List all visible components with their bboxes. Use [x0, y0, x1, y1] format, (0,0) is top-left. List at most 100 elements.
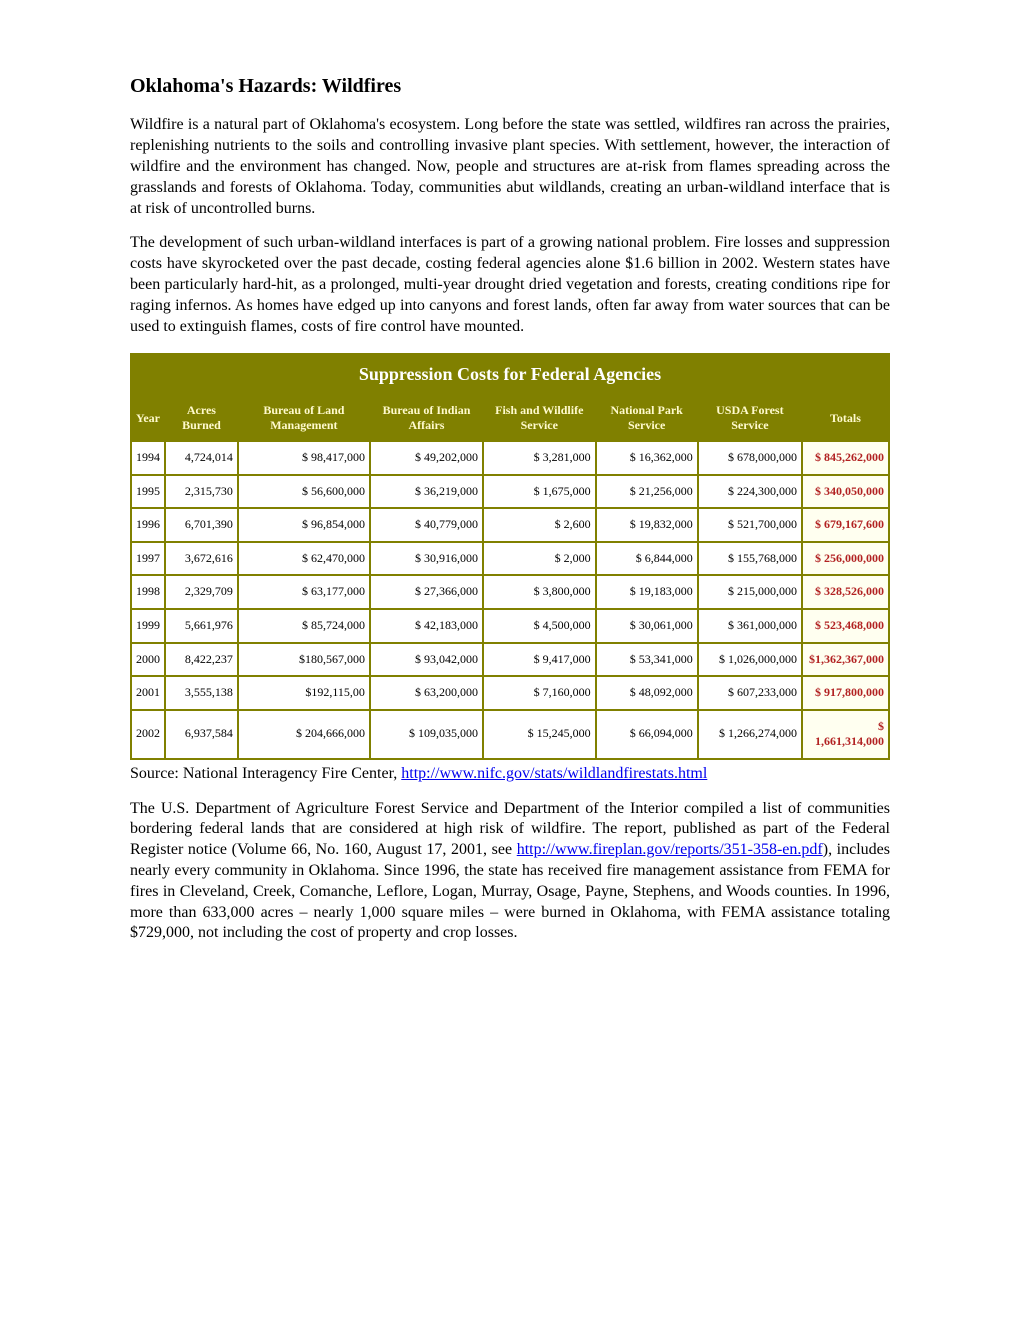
table-row: 19973,672,616$ 62,470,000$ 30,916,000$ 2…	[132, 543, 888, 575]
col-bia: Bureau of Indian Affairs	[371, 397, 482, 440]
table-cell: $ 48,092,000	[597, 677, 697, 709]
table-cell: $ 30,061,000	[597, 610, 697, 642]
table-cell: $ 98,417,000	[239, 442, 369, 474]
table-row: 19966,701,390$ 96,854,000$ 40,779,000$ 2…	[132, 509, 888, 541]
table-cell: 1998	[132, 576, 164, 608]
table-cell: 2002	[132, 711, 164, 758]
table-cell: $ 42,183,000	[371, 610, 482, 642]
col-fws: Fish and Wildlife Service	[484, 397, 595, 440]
suppression-costs-table: Suppression Costs for Federal Agencies Y…	[130, 353, 890, 760]
table-cell: $ 917,800,000	[803, 677, 888, 709]
table-cell: 1997	[132, 543, 164, 575]
table-cell: $ 679,167,600	[803, 509, 888, 541]
table-cell: $ 53,341,000	[597, 644, 697, 676]
intro-paragraph-2: The development of such urban-wildland i…	[130, 233, 890, 337]
table-cell: $1,362,367,000	[803, 644, 888, 676]
table-header-row: Year Acres Burned Bureau of Land Managem…	[132, 397, 888, 440]
table-cell: $ 204,666,000	[239, 711, 369, 758]
col-usda: USDA Forest Service	[699, 397, 801, 440]
table-cell: $ 49,202,000	[371, 442, 482, 474]
table-cell: 6,701,390	[166, 509, 237, 541]
table-cell: $ 3,800,000	[484, 576, 595, 608]
table-cell: $ 1,026,000,000	[699, 644, 801, 676]
col-year: Year	[132, 397, 164, 440]
table-cell: 4,724,014	[166, 442, 237, 474]
table-cell: 3,555,138	[166, 677, 237, 709]
table-cell: $ 523,468,000	[803, 610, 888, 642]
table-cell: 1999	[132, 610, 164, 642]
table-cell: $ 2,600	[484, 509, 595, 541]
table-cell: $ 15,245,000	[484, 711, 595, 758]
table-cell: $ 96,854,000	[239, 509, 369, 541]
table-cell: $ 6,844,000	[597, 543, 697, 575]
table-cell: 3,672,616	[166, 543, 237, 575]
table-cell: $ 155,768,000	[699, 543, 801, 575]
table-cell: $ 56,600,000	[239, 476, 369, 508]
table-cell: 5,661,976	[166, 610, 237, 642]
table-cell: $ 66,094,000	[597, 711, 697, 758]
table-cell: $ 328,526,000	[803, 576, 888, 608]
table-cell: 1994	[132, 442, 164, 474]
table-row: 19952,315,730$ 56,600,000$ 36,219,000$ 1…	[132, 476, 888, 508]
table-cell: $ 63,200,000	[371, 677, 482, 709]
table-cell: $ 521,700,000	[699, 509, 801, 541]
col-acres: Acres Burned	[166, 397, 237, 440]
table-cell: $ 19,183,000	[597, 576, 697, 608]
table-row: 19995,661,976$ 85,724,000$ 42,183,000$ 4…	[132, 610, 888, 642]
table-cell: 6,937,584	[166, 711, 237, 758]
table-cell: $ 109,035,000	[371, 711, 482, 758]
table-cell: $ 215,000,000	[699, 576, 801, 608]
table-cell: $ 361,000,000	[699, 610, 801, 642]
col-totals: Totals	[803, 397, 888, 440]
table-cell: $ 1,675,000	[484, 476, 595, 508]
table-cell: $ 4,500,000	[484, 610, 595, 642]
table-cell: $ 256,000,000	[803, 543, 888, 575]
table-cell: $ 19,832,000	[597, 509, 697, 541]
closing-paragraph: The U.S. Department of Agriculture Fores…	[130, 799, 890, 945]
table-cell: $ 3,281,000	[484, 442, 595, 474]
table-row: 20026,937,584$ 204,666,000$ 109,035,000$…	[132, 711, 888, 758]
table-cell: $ 85,724,000	[239, 610, 369, 642]
table-cell: $ 607,233,000	[699, 677, 801, 709]
table-cell: $ 9,417,000	[484, 644, 595, 676]
table-cell: $ 93,042,000	[371, 644, 482, 676]
table-title: Suppression Costs for Federal Agencies	[132, 355, 888, 394]
table-cell: $ 7,160,000	[484, 677, 595, 709]
table-cell: $ 340,050,000	[803, 476, 888, 508]
source-link[interactable]: http://www.nifc.gov/stats/wildlandfirest…	[401, 765, 707, 782]
table-row: 19944,724,014$ 98,417,000$ 49,202,000$ 3…	[132, 442, 888, 474]
table-row: 19982,329,709$ 63,177,000$ 27,366,000$ 3…	[132, 576, 888, 608]
table-cell: $ 1,661,314,000	[803, 711, 888, 758]
table-cell: 2,329,709	[166, 576, 237, 608]
table-cell: $ 27,366,000	[371, 576, 482, 608]
table-cell: $ 16,362,000	[597, 442, 697, 474]
table-cell: $ 36,219,000	[371, 476, 482, 508]
col-nps: National Park Service	[597, 397, 697, 440]
intro-paragraph-1: Wildfire is a natural part of Oklahoma's…	[130, 115, 890, 219]
report-link[interactable]: http://www.fireplan.gov/reports/351-358-…	[517, 841, 823, 858]
table-source: Source: National Interagency Fire Center…	[130, 764, 890, 785]
col-blm: Bureau of Land Management	[239, 397, 369, 440]
table-cell: $ 63,177,000	[239, 576, 369, 608]
table-cell: $192,115,00	[239, 677, 369, 709]
table-row: 20013,555,138$192,115,00$ 63,200,000$ 7,…	[132, 677, 888, 709]
table-cell: 1996	[132, 509, 164, 541]
table-cell: $ 62,470,000	[239, 543, 369, 575]
table-cell: $ 40,779,000	[371, 509, 482, 541]
table-cell: 8,422,237	[166, 644, 237, 676]
table-cell: $ 1,266,274,000	[699, 711, 801, 758]
table-cell: 1995	[132, 476, 164, 508]
table-cell: 2001	[132, 677, 164, 709]
table-cell: $ 224,300,000	[699, 476, 801, 508]
table-cell: $ 21,256,000	[597, 476, 697, 508]
table-cell: 2000	[132, 644, 164, 676]
table-cell: $ 2,000	[484, 543, 595, 575]
source-prefix: Source: National Interagency Fire Center…	[130, 765, 401, 782]
page-title: Oklahoma's Hazards: Wildfires	[130, 73, 890, 99]
table-cell: $ 845,262,000	[803, 442, 888, 474]
table-cell: $ 678,000,000	[699, 442, 801, 474]
table-cell: $ 30,916,000	[371, 543, 482, 575]
table-cell: 2,315,730	[166, 476, 237, 508]
table-cell: $180,567,000	[239, 644, 369, 676]
table-row: 20008,422,237$180,567,000$ 93,042,000$ 9…	[132, 644, 888, 676]
